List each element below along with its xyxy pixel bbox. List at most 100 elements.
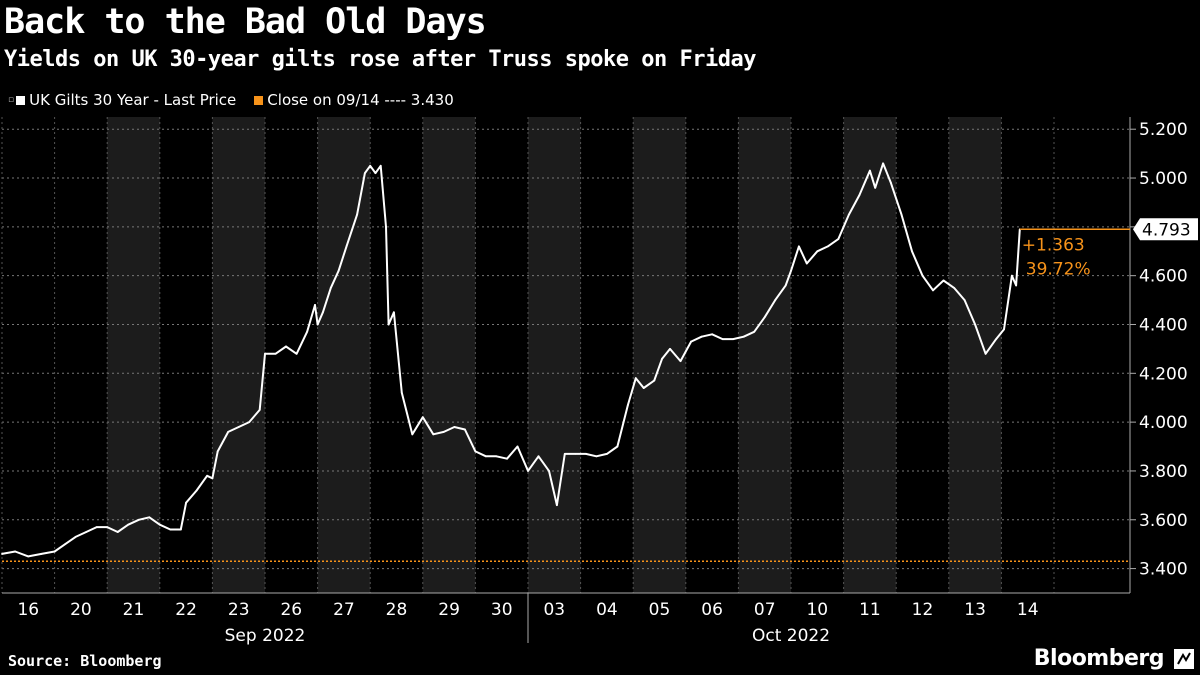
data-point xyxy=(442,430,445,433)
data-point xyxy=(661,357,664,360)
data-point xyxy=(463,428,466,431)
x-tick-label: 03 xyxy=(543,600,565,620)
change-pct-label: 39.72% xyxy=(1026,259,1091,279)
data-point xyxy=(516,445,519,448)
data-point xyxy=(826,245,829,248)
x-tick-label: 16 xyxy=(17,600,39,620)
data-point xyxy=(900,213,903,216)
data-point xyxy=(306,330,308,333)
y-tick-label: 4.400 xyxy=(1139,315,1188,335)
data-point xyxy=(869,169,871,172)
source-note: Source: Bloomberg xyxy=(8,652,162,670)
x-tick-label: 05 xyxy=(649,600,671,620)
data-point xyxy=(211,477,214,480)
data-point xyxy=(158,523,161,526)
data-point xyxy=(258,409,261,411)
data-point xyxy=(274,352,277,355)
day-band xyxy=(843,117,897,593)
data-point xyxy=(185,501,188,504)
data-point xyxy=(805,262,808,265)
y-tick-label: 4.600 xyxy=(1139,267,1188,287)
data-point xyxy=(40,553,43,555)
data-point xyxy=(797,245,800,248)
data-point xyxy=(106,526,109,528)
legend-marker-icon: ▫ xyxy=(8,95,15,105)
data-point xyxy=(385,225,387,228)
day-band xyxy=(738,117,791,593)
data-point xyxy=(953,286,955,289)
data-point xyxy=(753,330,756,333)
data-point xyxy=(248,421,251,424)
data-point xyxy=(995,338,998,341)
data-point xyxy=(474,450,477,453)
data-point xyxy=(669,347,671,350)
y-tick-label: 5.000 xyxy=(1139,169,1188,189)
data-point xyxy=(653,379,656,382)
data-point xyxy=(321,311,324,314)
x-tick-label: 14 xyxy=(1017,600,1039,620)
data-point xyxy=(700,335,703,338)
data-point xyxy=(537,455,540,458)
data-point xyxy=(932,289,934,292)
data-point xyxy=(595,455,598,458)
data-point xyxy=(584,452,587,455)
data-point xyxy=(53,550,56,553)
data-point xyxy=(237,426,240,428)
data-point xyxy=(337,269,340,272)
x-tick-label: 23 xyxy=(228,600,250,620)
data-point xyxy=(890,182,892,184)
data-point xyxy=(711,333,713,336)
x-tick-label: 20 xyxy=(70,600,92,620)
data-point xyxy=(369,164,372,167)
data-point xyxy=(690,340,692,343)
legend-swatch-reference xyxy=(254,95,264,105)
data-point xyxy=(679,360,682,363)
day-band xyxy=(212,117,265,593)
data-point xyxy=(295,352,298,355)
data-point xyxy=(392,311,395,314)
data-point xyxy=(858,194,861,197)
legend-reference-label: Close on 09/14 ---- 3.430 xyxy=(267,91,454,109)
data-point xyxy=(14,550,17,553)
data-point xyxy=(116,531,119,533)
data-point xyxy=(285,345,287,348)
data-point xyxy=(506,457,508,460)
data-point xyxy=(400,391,403,394)
data-point xyxy=(963,299,966,301)
bloomberg-terminal-icon xyxy=(1174,649,1194,669)
data-point xyxy=(206,474,209,477)
day-band xyxy=(948,117,1002,593)
data-point xyxy=(548,470,550,472)
data-point xyxy=(95,526,98,528)
data-point xyxy=(316,323,319,326)
data-point xyxy=(169,528,172,531)
series-line xyxy=(1,162,1021,558)
data-point xyxy=(984,352,987,355)
chart-title: Back to the Bad Old Days xyxy=(4,2,487,42)
last-value-label: 4.793 xyxy=(1142,220,1191,240)
data-point xyxy=(816,250,819,253)
data-point xyxy=(942,279,945,282)
data-point xyxy=(64,543,67,546)
y-tick-label: 3.800 xyxy=(1139,462,1188,482)
x-tick-label: 04 xyxy=(596,600,618,620)
y-tick-label: 4.000 xyxy=(1139,413,1188,433)
data-point xyxy=(627,404,629,406)
data-point xyxy=(732,338,735,341)
data-point xyxy=(574,452,577,455)
legend-series-label: UK Gilts 30 Year - Last Price xyxy=(29,91,237,109)
y-tick-label: 3.400 xyxy=(1139,560,1188,580)
data-point xyxy=(453,426,456,428)
data-point xyxy=(27,555,30,558)
data-point xyxy=(634,377,637,380)
data-point xyxy=(1011,274,1013,277)
data-point xyxy=(74,535,77,538)
data-point xyxy=(921,274,924,277)
x-tick-label: 28 xyxy=(386,600,408,620)
data-point xyxy=(1,553,3,555)
data-point xyxy=(847,213,850,216)
data-point xyxy=(616,445,619,448)
data-point xyxy=(556,504,558,507)
x-tick-label: 06 xyxy=(701,600,723,620)
data-point xyxy=(837,238,840,240)
